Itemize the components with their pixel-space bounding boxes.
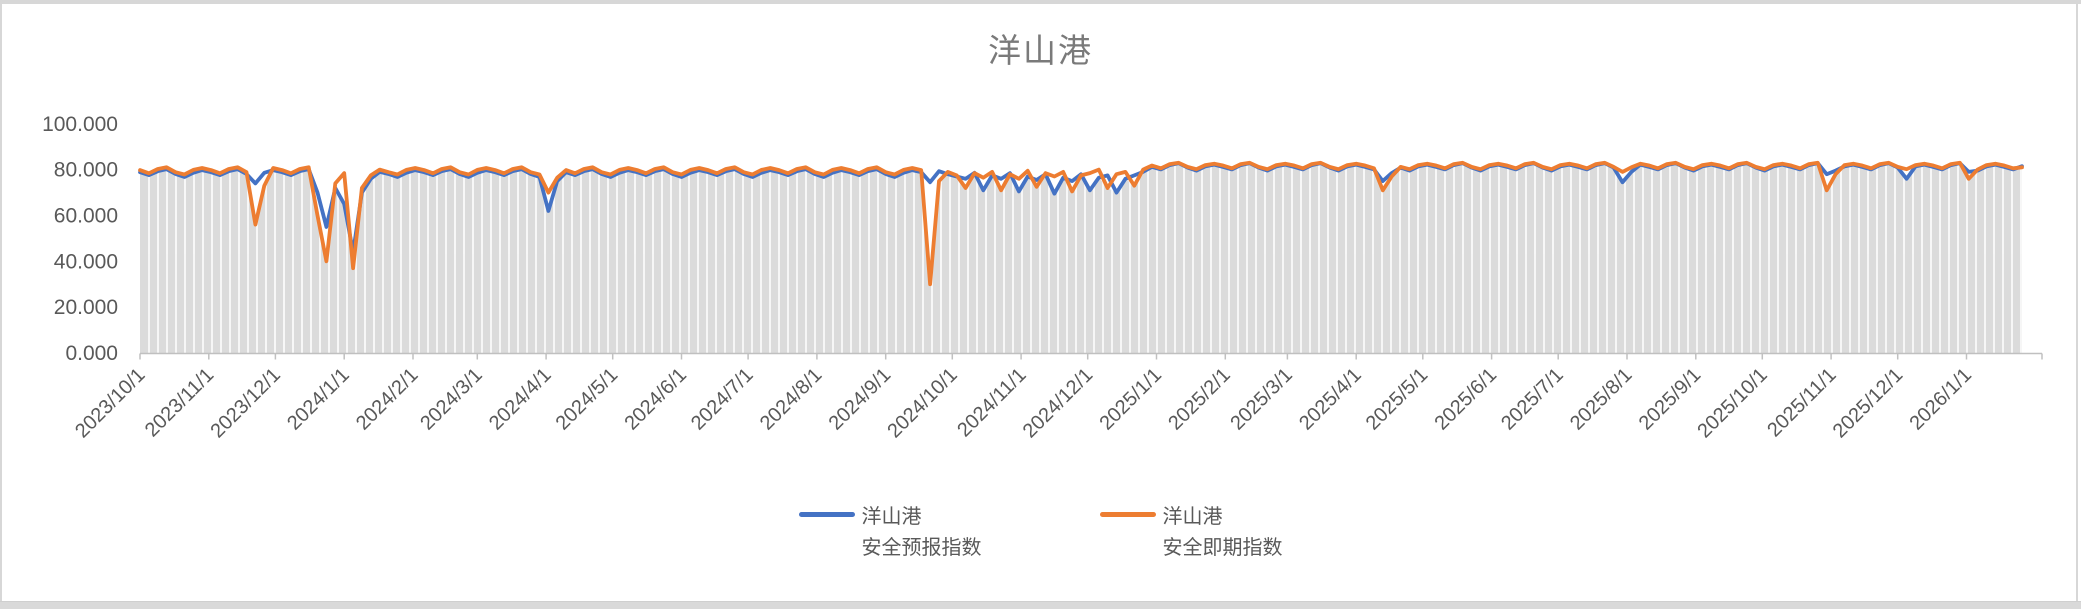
window-border-bottom (0, 601, 2081, 609)
x-axis-tick-label: 2025/9/1 (1635, 364, 1706, 435)
y-axis-tick-label: 40.000 (54, 250, 118, 273)
window-border-left (0, 0, 2, 609)
x-axis-tick-label: 2025/10/1 (1693, 364, 1771, 442)
x-axis-tick-label: 2025/8/1 (1566, 364, 1637, 435)
x-axis-tick-label: 2025/12/1 (1829, 364, 1907, 442)
window-border-top (0, 0, 2081, 4)
x-axis-tick-label: 2024/12/1 (1019, 364, 1097, 442)
x-axis-tick-label: 2024/10/1 (883, 364, 961, 442)
y-axis-tick-label: 60.000 (54, 205, 118, 228)
x-axis-tick-label: 2023/10/1 (71, 364, 149, 442)
legend-label-spot: 洋山港 安全即期指数 (1162, 506, 1283, 559)
x-axis-ticks (139, 353, 2043, 360)
legend-swatch-forecast (798, 512, 855, 517)
x-axis-tick-label: 2024/9/1 (825, 364, 896, 435)
x-axis-tick-label: 2025/2/1 (1164, 364, 1235, 435)
series-line-spot (138, 160, 2024, 287)
x-axis-tick-label: 2024/3/1 (416, 364, 487, 435)
x-axis-tick-label: 2024/7/1 (687, 364, 758, 435)
x-axis-tick-label: 2024/2/1 (352, 364, 423, 435)
y-axis-tick-label: 20.000 (54, 296, 118, 319)
x-axis-tick-label: 2024/8/1 (756, 364, 827, 435)
legend-item-spot[interactable]: 洋山港 安全即期指数 (1099, 502, 1283, 564)
plot-area-fill (140, 163, 2022, 353)
x-axis-tick-label: 2025/11/1 (1763, 364, 1840, 441)
x-axis-tick-label: 2024/4/1 (485, 364, 556, 435)
x-axis-tick-label: 2025/1/1 (1095, 364, 1166, 435)
x-axis-tick-label: 2025/6/1 (1431, 364, 1502, 435)
x-axis-tick-label: 2023/11/1 (141, 364, 218, 441)
x-axis-tick-label: 2026/1/1 (1905, 364, 1976, 435)
x-axis-tick-label: 2025/7/1 (1497, 364, 1568, 435)
y-axis-tick-label: 80.000 (54, 159, 118, 182)
x-axis-tick-label: 2024/11/1 (953, 364, 1030, 441)
chart-title: 洋山港 (988, 32, 1093, 69)
y-axis-tick-label: 100.000 (42, 113, 118, 136)
x-axis-tick-label: 2025/4/1 (1295, 364, 1366, 435)
x-axis-tick-label: 2024/1/1 (283, 364, 354, 435)
x-axis-tick-label: 2023/12/1 (206, 364, 284, 442)
plot-area-stripes (148, 163, 2022, 353)
x-axis-tick-label: 2024/5/1 (552, 364, 623, 435)
y-axis-tick-label: 0.000 (65, 342, 118, 365)
x-axis-tick-label: 2025/5/1 (1362, 364, 1433, 435)
legend-swatch-spot (1099, 512, 1156, 517)
legend-label-forecast: 洋山港 安全预报指数 (861, 506, 982, 559)
legend: 洋山港 安全预报指数 洋山港 安全即期指数 (0, 502, 2081, 564)
x-axis-tick-label: 2025/3/1 (1226, 364, 1297, 435)
legend-item-forecast[interactable]: 洋山港 安全预报指数 (798, 502, 982, 564)
x-axis-tick-label: 2024/6/1 (620, 364, 691, 435)
window-border-right (2076, 0, 2078, 609)
